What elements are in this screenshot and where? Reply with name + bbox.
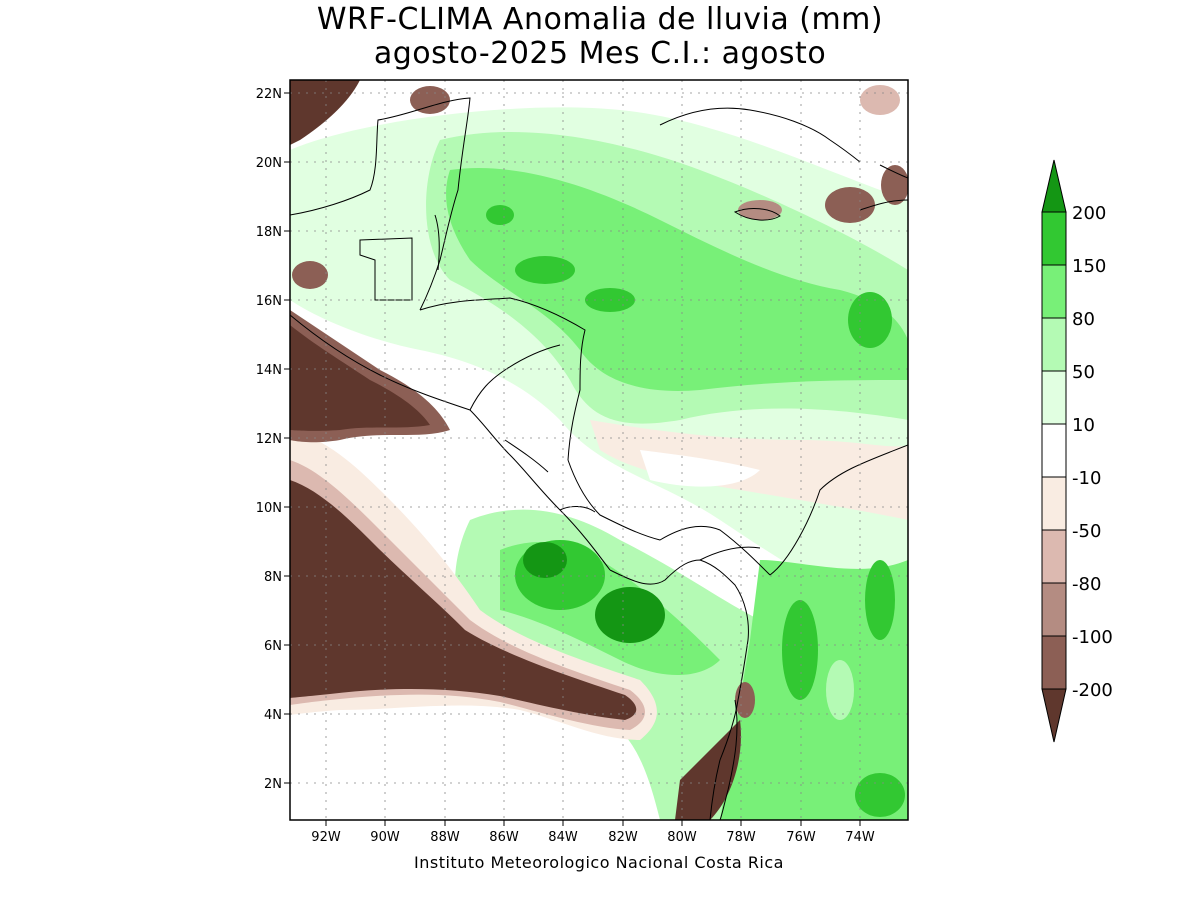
lon-tick-labels: 92W 90W 88W 86W 84W 82W 80W 78W 76W 74W [311, 830, 875, 845]
lat-tick-label: 8N [264, 570, 282, 585]
colorbar-label: -100 [1072, 627, 1113, 648]
colorbar-swatch [1041, 582, 1067, 637]
lat-tick-label: 6N [264, 639, 282, 654]
colorbar-label: 200 [1072, 203, 1106, 224]
credit-text: Instituto Meteorologico Nacional Costa R… [414, 853, 784, 872]
colorbar-swatch [1041, 529, 1067, 584]
map-frame [289, 79, 909, 821]
colorbar-labels: 200 150 80 50 10 -10 -50 -80 -100 -200 [1072, 203, 1113, 701]
lat-tick-labels: 2N 4N 6N 8N 10N 12N 14N 16N 18N 20N 22N [256, 87, 282, 792]
map-title: WRF-CLIMA Anomalia de lluvia (mm) [316, 2, 884, 37]
lat-tick-label: 20N [256, 156, 282, 171]
colorbar-label: 10 [1072, 415, 1095, 436]
lat-tick-label: 14N [256, 363, 282, 378]
lat-tick-label: 22N [256, 87, 282, 102]
colorbar-swatch [1041, 476, 1067, 531]
colorbar-label: 80 [1072, 309, 1095, 330]
lon-tick-label: 82W [608, 830, 638, 845]
lon-tick-label: 76W [786, 830, 816, 845]
colorbar-swatch [1041, 211, 1067, 266]
lat-tick-label: 18N [256, 225, 282, 240]
lon-tick-label: 78W [726, 830, 756, 845]
colorbar-swatch [1041, 264, 1067, 319]
lat-tick-label: 16N [256, 294, 282, 309]
colorbar-label: -80 [1072, 574, 1101, 595]
colorbar-swatch [1041, 635, 1067, 690]
lon-tick-label: 92W [311, 830, 341, 845]
anomaly-field [290, 80, 908, 820]
coastlines [290, 97, 908, 820]
colorbar-swatch [1041, 317, 1067, 372]
map-subtitle: agosto-2025 Mes C.I.: agosto [373, 36, 827, 71]
lon-tick-label: 84W [548, 830, 578, 845]
colorbar-label: 150 [1072, 256, 1106, 277]
tick-marks [284, 92, 861, 826]
lon-tick-label: 86W [489, 830, 519, 845]
lat-tick-label: 2N [264, 777, 282, 792]
colorbar-label: -200 [1072, 680, 1113, 701]
colorbar-label: -50 [1072, 521, 1101, 542]
colorbar-swatch [1041, 370, 1067, 425]
lat-tick-label: 4N [264, 708, 282, 723]
lon-tick-label: 74W [845, 830, 875, 845]
lon-tick-label: 88W [430, 830, 460, 845]
colorbar-top-arrow [1041, 159, 1067, 213]
lat-tick-label: 12N [256, 432, 282, 447]
colorbar-bottom-arrow [1041, 688, 1067, 743]
colorbar: 200 150 80 50 10 -10 -50 -80 -100 -200 [1041, 159, 1113, 743]
gridlines [290, 80, 908, 820]
colorbar-label: 50 [1072, 362, 1095, 383]
lat-tick-label: 10N [256, 501, 282, 516]
colorbar-label: -10 [1072, 468, 1101, 489]
lon-tick-label: 80W [667, 830, 697, 845]
lon-tick-label: 90W [370, 830, 400, 845]
colorbar-swatch [1041, 423, 1067, 478]
